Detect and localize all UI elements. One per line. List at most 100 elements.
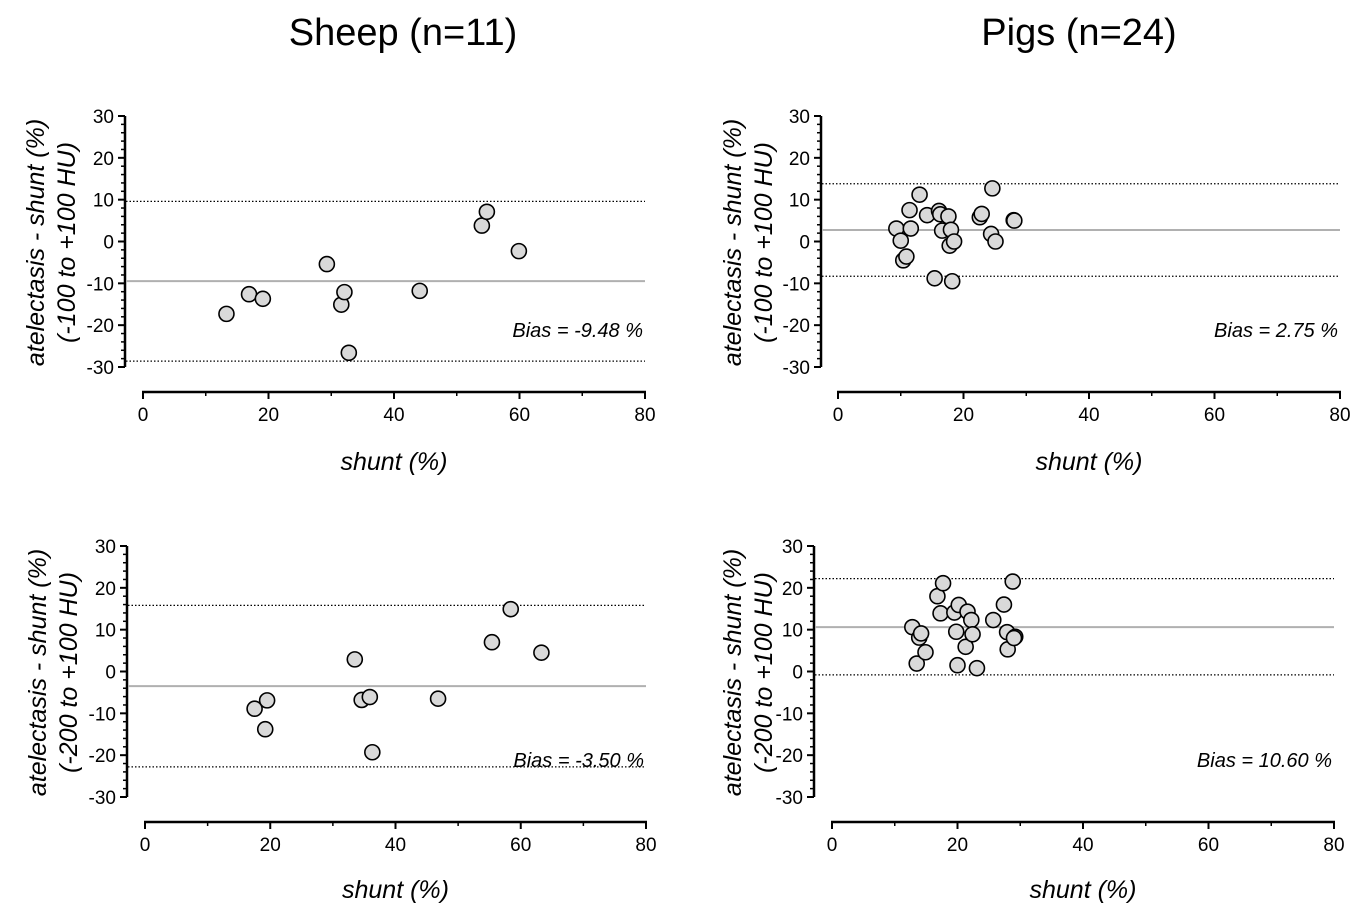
data-point — [240, 285, 258, 303]
data-point — [932, 605, 949, 622]
data-point — [533, 644, 550, 661]
x-tick-label: 20 — [258, 405, 279, 426]
y-tick-label: 20 — [782, 579, 803, 600]
y-tick-label: 30 — [93, 107, 114, 128]
data-point — [987, 233, 1004, 250]
column-title-pigs: Pigs (n=24) — [981, 12, 1176, 54]
y-tick-label: -20 — [776, 746, 803, 767]
y-tick-label: 20 — [95, 579, 116, 600]
data-point — [336, 283, 353, 301]
data-point — [502, 600, 520, 618]
data-point — [473, 217, 491, 234]
y-tick-label: -30 — [783, 358, 810, 379]
x-tick-label: 60 — [510, 835, 531, 856]
y-axis-title-line-2: (-100 to +100 HU) — [53, 142, 81, 343]
x-axis-title: shunt (%) — [1036, 448, 1143, 476]
x-tick-label: 0 — [140, 835, 151, 856]
data-point — [258, 692, 276, 709]
panel-pigs-narrow-range: -30 -20 -10 0 10 20 30 0 20 40 60 80 shunt (%) atelec… — [719, 107, 1351, 476]
data-point — [218, 305, 235, 323]
data-point — [411, 282, 429, 300]
y-tick-label: -30 — [89, 788, 116, 809]
y-tick-label: 30 — [95, 537, 116, 558]
y-tick-label: -30 — [776, 788, 803, 809]
x-tick-label: 80 — [1323, 835, 1344, 856]
data-point — [318, 255, 336, 273]
data-point — [1006, 212, 1023, 229]
y-tick-label: -20 — [87, 316, 114, 337]
y-tick-label: -20 — [89, 746, 116, 767]
data-point — [984, 180, 1001, 197]
y-axis-title-line-1: atelectasis - shunt (%) — [719, 549, 747, 796]
y-tick-label: 0 — [105, 663, 116, 684]
data-point — [926, 270, 943, 287]
data-point — [364, 743, 381, 761]
data-point — [510, 242, 528, 260]
y-tick-label: 30 — [789, 107, 810, 128]
x-tick-label: 60 — [1198, 835, 1219, 856]
data-point — [963, 611, 980, 629]
y-tick-label: 20 — [93, 149, 114, 170]
data-point — [943, 272, 961, 290]
bias-annotation: Bias = 10.60 % — [1197, 750, 1332, 772]
data-point — [957, 638, 974, 656]
data-point — [902, 220, 920, 237]
panel-sheep-wide-range: -30 -20 -10 0 10 20 30 0 20 40 60 80 shunt (%) atelec… — [24, 537, 657, 903]
x-tick-label: 40 — [383, 405, 404, 426]
y-tick-label: 0 — [103, 233, 114, 254]
y-axis-title-line-1: atelectasis - shunt (%) — [719, 119, 747, 366]
x-tick-label: 20 — [953, 405, 974, 426]
y-tick-label: -20 — [783, 316, 810, 337]
panel-pigs-wide-range: -30 -20 -10 0 10 20 30 0 20 40 60 80 shunt (%) atelec… — [719, 537, 1345, 903]
y-tick-label: 20 — [789, 149, 810, 170]
y-tick-label: 10 — [93, 191, 114, 212]
data-point — [901, 201, 918, 219]
x-tick-label: 80 — [1329, 405, 1350, 426]
data-point — [1004, 573, 1022, 590]
data-point — [429, 690, 447, 707]
data-point — [964, 625, 981, 643]
data-point — [256, 720, 274, 738]
y-tick-label: 10 — [782, 621, 803, 642]
data-point — [478, 203, 496, 221]
x-tick-label: 40 — [1078, 405, 1099, 426]
y-axis-title-line-1: atelectasis - shunt (%) — [22, 119, 50, 366]
data-point — [246, 700, 263, 718]
y-tick-label: 10 — [789, 191, 810, 212]
data-point — [908, 655, 926, 672]
y-tick-label: -10 — [776, 704, 803, 725]
x-axis-title: shunt (%) — [1030, 876, 1137, 903]
bias-annotation: Bias = 2.75 % — [1214, 320, 1338, 342]
column-title-sheep: Sheep (n=11) — [289, 12, 518, 54]
x-tick-label: 0 — [833, 405, 844, 426]
data-point — [917, 643, 934, 661]
y-tick-label: -10 — [87, 274, 114, 295]
y-axis-title-line-1: atelectasis - shunt (%) — [24, 549, 52, 796]
x-axis-title: shunt (%) — [342, 876, 449, 903]
y-axis-title-line-2: (-100 to +100 HU) — [750, 142, 778, 343]
y-tick-label: -30 — [87, 358, 114, 379]
data-point — [1005, 629, 1023, 647]
x-tick-label: 80 — [635, 835, 656, 856]
y-tick-label: 0 — [792, 663, 803, 684]
data-point — [968, 659, 986, 677]
y-tick-label: -10 — [89, 704, 116, 725]
y-axis-title-line-2: (-200 to +100 HU) — [55, 572, 83, 773]
data-point — [973, 205, 990, 223]
x-tick-label: 80 — [634, 405, 655, 426]
data-point — [912, 625, 930, 642]
data-point — [949, 656, 966, 674]
data-point — [892, 232, 910, 249]
panels: -30 -20 -10 0 10 20 30 0 20 40 60 80 shunt (%) atelec… — [22, 107, 1351, 903]
data-point — [934, 574, 952, 592]
data-point — [940, 208, 957, 225]
x-tick-label: 0 — [138, 405, 149, 426]
data-point — [340, 344, 358, 362]
data-point — [984, 611, 1002, 629]
y-tick-label: 30 — [782, 537, 803, 558]
x-axis-title: shunt (%) — [341, 448, 448, 476]
data-point — [947, 623, 965, 641]
y-tick-label: -10 — [783, 274, 810, 295]
data-point — [945, 233, 963, 250]
